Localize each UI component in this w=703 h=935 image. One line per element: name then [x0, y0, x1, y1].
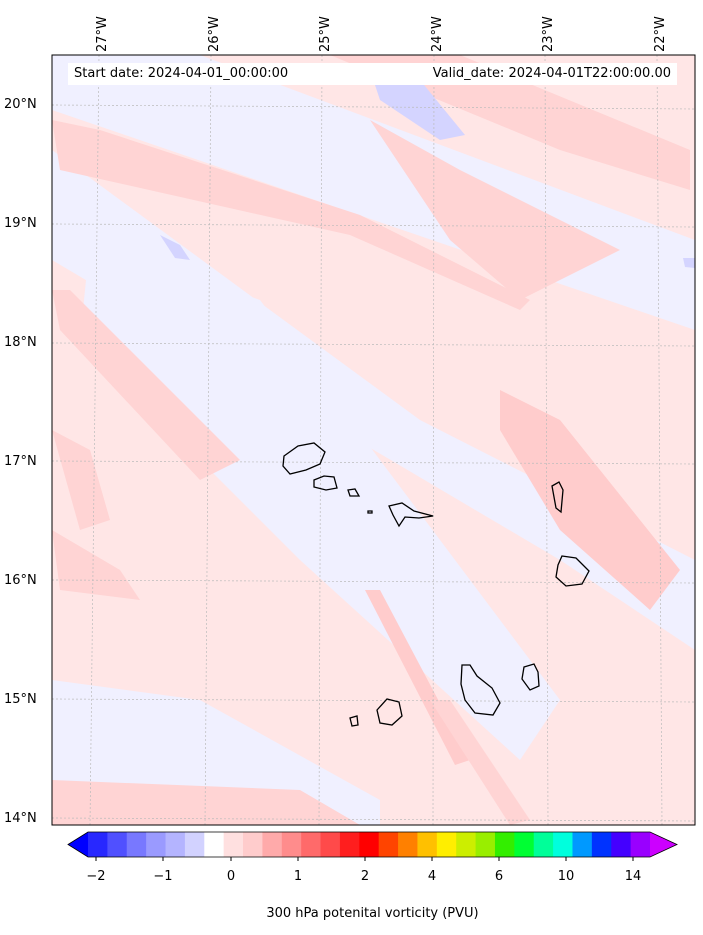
island-fogo — [376, 698, 403, 726]
field-red-band — [52, 780, 360, 825]
colorbar-segment — [184, 832, 205, 857]
field-blue-patch — [683, 258, 695, 268]
colorbar-segment — [281, 832, 302, 857]
lat-label-18n: 18°N — [4, 335, 37, 350]
island-sao-nicolau — [388, 502, 434, 528]
field-blue-band — [52, 150, 695, 650]
colorbar-segment — [223, 832, 244, 857]
colorbar-segment — [378, 832, 399, 857]
colorbar-outline — [67, 831, 678, 858]
field-red-band — [370, 120, 620, 300]
island-boa-vista — [555, 555, 590, 587]
field-blue-patch — [370, 70, 465, 140]
field-red-band — [52, 530, 140, 600]
colorbar-segment — [475, 832, 496, 857]
lat-label-19n: 19°N — [4, 216, 37, 231]
island-sal — [551, 481, 564, 514]
island-santa-luzia — [347, 488, 361, 497]
colorbar-title: 300 hPa potenital vorticity (PVU) — [266, 906, 479, 921]
colorbar-segment — [591, 832, 612, 857]
colorbar-segment — [533, 832, 554, 857]
colorbar-segment — [320, 832, 341, 857]
island-maio — [521, 663, 540, 691]
colorbar-segment — [572, 832, 593, 857]
colorbar-tick-label: 14 — [624, 869, 642, 884]
colorbar-segment — [165, 832, 186, 857]
date-info-box: Start date: 2024-04-01_00:00:00 Valid_da… — [68, 63, 677, 85]
lat-label-14n: 14°N — [4, 811, 37, 826]
valid-date-text: Valid_date: 2024-04-01T22:00:00.00 — [432, 66, 671, 81]
lat-label-20n: 20°N — [4, 97, 37, 112]
colorbar-segment — [359, 832, 380, 857]
island-raso — [367, 510, 373, 514]
field-blue-patch — [160, 235, 190, 260]
colorbar-tick-label: 1 — [293, 869, 303, 884]
colorbar-tick-label: −2 — [86, 869, 106, 884]
colorbar-extend-min — [68, 832, 88, 857]
colorbar-tick-label: 0 — [226, 869, 236, 884]
island-santo-antao — [282, 442, 326, 475]
colorbar-segment — [436, 832, 457, 857]
lat-label-15n: 15°N — [4, 692, 37, 707]
colorbar-segment — [494, 832, 515, 857]
colorbar-segment — [417, 832, 438, 857]
field-red-band — [52, 430, 110, 530]
colorbar-segment — [107, 832, 128, 857]
colorbar-segment — [146, 832, 167, 857]
colorbar-extend-max — [650, 832, 677, 857]
island-brava — [349, 715, 359, 727]
colorbar-tick-label: 2 — [360, 869, 370, 884]
colorbar-tick-label: 4 — [427, 869, 437, 884]
colorbar-segment — [301, 832, 322, 857]
colorbar-segment — [204, 832, 225, 857]
colorbar-tick-label: 10 — [557, 869, 575, 884]
colorbar-segment — [514, 832, 535, 857]
island-sao-vicente — [313, 475, 338, 491]
colorbar-segment — [553, 832, 573, 857]
colorbar-segment — [630, 832, 651, 857]
map-frame — [51, 54, 696, 826]
field-red-band — [52, 120, 530, 310]
colorbar-segment — [456, 832, 477, 857]
lat-label-17n: 17°N — [4, 454, 37, 469]
start-date-text: Start date: 2024-04-01_00:00:00 — [74, 66, 289, 81]
colorbar-segment — [243, 832, 263, 857]
colorbar-tick-label: 6 — [494, 869, 504, 884]
island-santiago — [460, 664, 501, 716]
field-red-band — [52, 290, 240, 480]
colorbar-segment — [339, 832, 360, 857]
lat-label-16n: 16°N — [4, 573, 37, 588]
colorbar-tick-label: −1 — [153, 869, 173, 884]
colorbar-segment — [398, 832, 418, 857]
colorbar-segment — [262, 832, 283, 857]
colorbar-segment — [611, 832, 632, 857]
field-red-band — [500, 390, 680, 610]
field-red-band — [430, 700, 530, 825]
gridlines — [52, 55, 695, 825]
colorbar-segment — [126, 832, 147, 857]
colorbar — [67, 831, 678, 861]
colorbar-segment — [88, 832, 108, 857]
